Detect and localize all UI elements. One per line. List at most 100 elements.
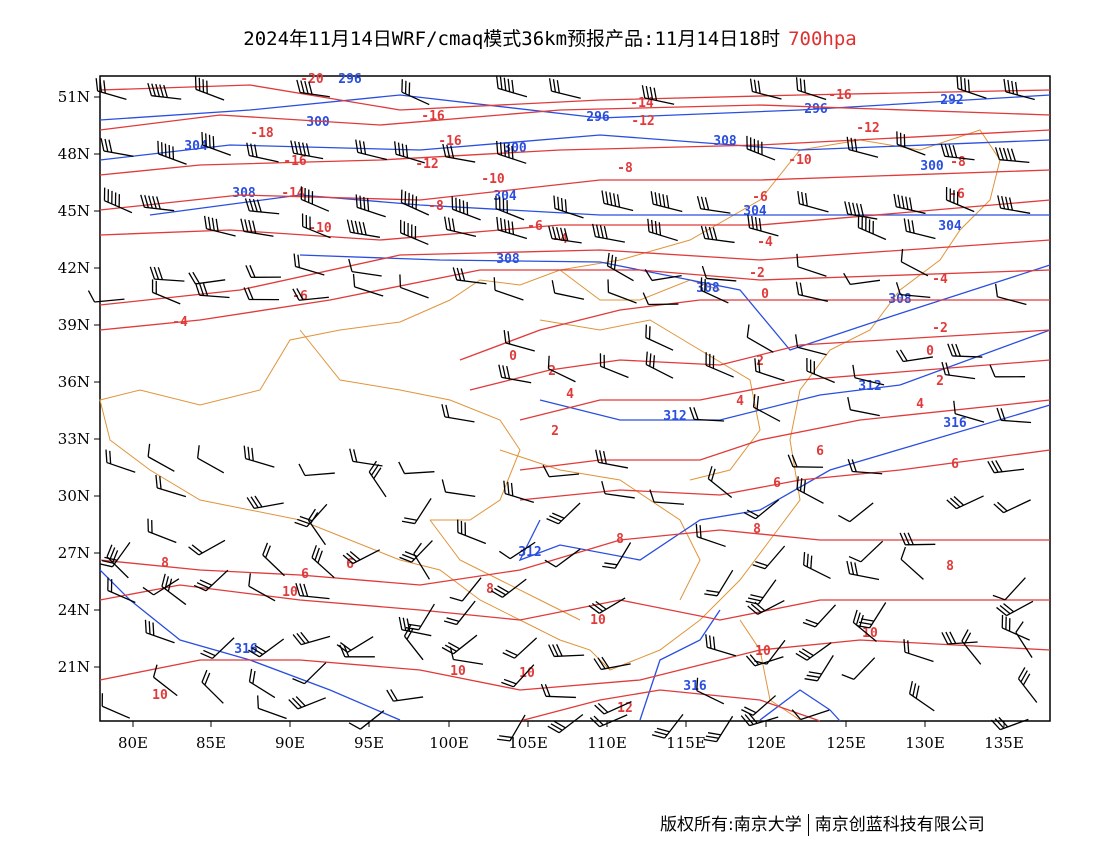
wind-barb — [106, 544, 129, 579]
wind-barb — [300, 186, 330, 212]
wind-barb — [503, 330, 535, 352]
temperature-label: 4 — [916, 397, 924, 412]
wind-barb — [147, 443, 175, 472]
temperature-contour — [99, 269, 1051, 331]
temperature-label: 10 — [450, 664, 466, 679]
height-label: 312 — [518, 545, 541, 560]
wind-barb — [443, 600, 476, 626]
wind-barb — [194, 282, 230, 299]
temperature-label: -8 — [428, 199, 444, 214]
wind-barb — [101, 693, 131, 719]
wind-barb — [99, 542, 131, 568]
x-tick-label: 90E — [275, 734, 305, 752]
height-label: 304 — [184, 139, 208, 154]
wind-barb — [497, 714, 526, 742]
wind-barb — [740, 712, 779, 727]
wind-barb — [246, 142, 279, 163]
temperature-label: -2 — [749, 266, 765, 281]
wind-barb — [601, 481, 635, 499]
wind-barb — [591, 223, 625, 243]
wind-barb — [188, 539, 226, 556]
wind-barb — [701, 265, 737, 282]
temperature-label: 10 — [282, 585, 298, 600]
wind-barb — [348, 710, 385, 730]
wind-barb — [961, 629, 982, 665]
wind-barb — [997, 195, 1031, 214]
temperature-contour — [99, 199, 1051, 241]
wind-barb — [294, 503, 328, 528]
copyright-right: 南京创蓝科技有限公司 — [814, 815, 985, 835]
wind-barb — [441, 404, 475, 423]
wind-barb — [399, 274, 429, 299]
temperature-label: 6 — [301, 567, 309, 582]
wind-barb — [787, 454, 824, 468]
wind-barb — [496, 140, 527, 164]
wind-barb — [796, 476, 824, 504]
wind-barb — [804, 655, 834, 682]
temperature-label: 2 — [936, 374, 944, 389]
wind-barb — [743, 499, 780, 520]
temperature-contour — [99, 129, 1051, 176]
wind-barb — [993, 499, 1031, 514]
wind-barb — [696, 677, 725, 705]
height-contour — [299, 254, 1051, 351]
height-label: 316 — [234, 642, 258, 657]
wind-barb — [754, 358, 785, 382]
wind-barb — [348, 258, 382, 277]
wind-barb — [400, 189, 430, 216]
height-label: 308 — [496, 252, 520, 267]
wind-barb — [290, 140, 324, 160]
height-contour — [639, 609, 721, 721]
wind-barb — [144, 619, 175, 644]
wind-barb — [908, 680, 935, 712]
temperature-contour — [519, 399, 1051, 471]
wind-barb — [257, 695, 287, 720]
wind-barb — [649, 489, 684, 505]
wind-barb — [288, 696, 326, 710]
y-tick-label: 33N — [58, 430, 90, 448]
wind-barb — [147, 518, 177, 544]
wind-barb — [704, 569, 734, 597]
pressure-level: 700hpa — [788, 28, 857, 50]
wind-barb — [746, 324, 774, 353]
wind-barb — [689, 406, 725, 422]
wind-barb — [595, 449, 629, 469]
temperature-label: 6 — [951, 457, 959, 472]
x-tick-label: 85E — [196, 734, 226, 752]
x-tick-label: 115E — [666, 734, 706, 752]
wind-barb — [994, 283, 1027, 306]
temperature-label: 10 — [152, 688, 168, 703]
wind-barb — [797, 190, 829, 213]
wind-barb — [293, 253, 325, 276]
wind-barb — [707, 466, 733, 499]
wind-barb — [152, 664, 178, 697]
temperature-label: 2 — [756, 354, 764, 369]
y-tick-label: 39N — [58, 316, 90, 334]
wind-barb — [495, 75, 528, 98]
wind-barb — [292, 662, 327, 685]
temperature-label: 10 — [862, 626, 878, 641]
temperature-contour — [99, 584, 1050, 621]
footer-divider — [807, 814, 809, 836]
wind-barb — [441, 479, 476, 498]
y-tick-label: 24N — [58, 601, 90, 619]
wind-barb — [151, 279, 181, 305]
temperature-label: -4 — [757, 235, 773, 250]
wind-barb — [107, 577, 136, 604]
wind-barb — [502, 637, 538, 659]
wind-barb — [852, 364, 885, 386]
wind-barb — [941, 631, 978, 645]
wind-barb — [149, 266, 185, 282]
wind-barb — [795, 281, 828, 302]
wind-barb — [553, 195, 584, 219]
height-label: 308 — [696, 281, 720, 296]
wind-barb — [752, 545, 786, 570]
height-label: 300 — [503, 141, 527, 156]
wind-barb — [295, 582, 330, 600]
height-contour — [759, 689, 841, 722]
wind-barb — [852, 609, 877, 643]
wind-barb — [548, 225, 582, 244]
wind-barb — [806, 358, 835, 384]
wind-barb — [292, 631, 331, 646]
